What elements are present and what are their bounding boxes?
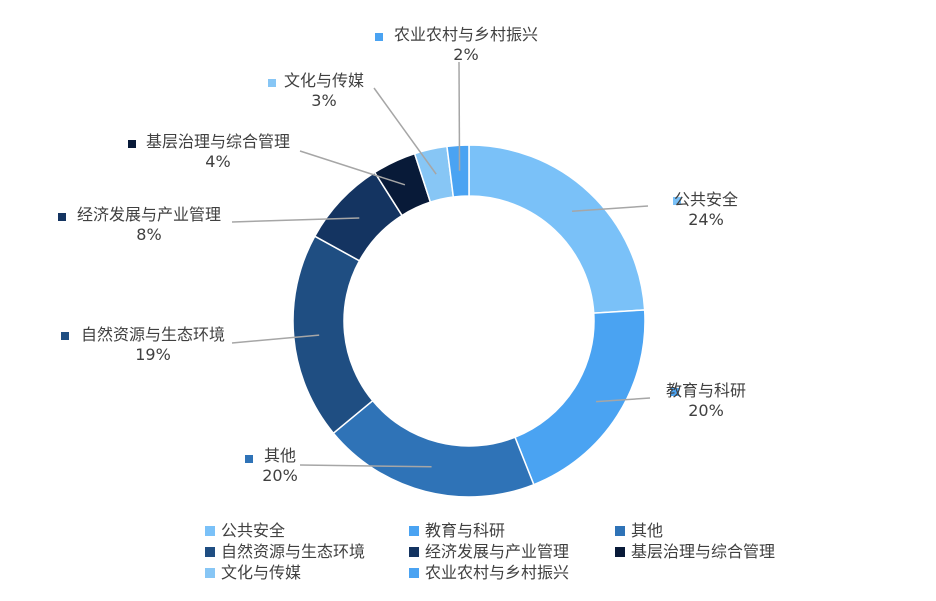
leader-lines xyxy=(231,61,651,468)
legend-swatch xyxy=(409,568,419,578)
leader-line-4 xyxy=(231,334,320,344)
leader-line-8 xyxy=(458,61,461,171)
label-swatch-2 xyxy=(671,388,679,396)
slice-1 xyxy=(468,144,646,314)
legend-item-8: 农业农村与乡村振兴 xyxy=(409,563,615,583)
data-label-value-3: 20% xyxy=(262,466,298,485)
leader-line-7 xyxy=(373,87,437,175)
label-swatch-8 xyxy=(375,33,383,41)
label-swatch-4 xyxy=(61,332,69,340)
data-label-value-1: 24% xyxy=(688,210,724,229)
legend-item-5: 经济发展与产业管理 xyxy=(409,542,615,562)
label-swatch-5 xyxy=(58,213,66,221)
legend-label: 基层治理与综合管理 xyxy=(631,542,776,561)
data-label-value-2: 20% xyxy=(688,401,724,420)
data-label-category-4: 自然资源与生态环境 xyxy=(81,325,225,344)
data-label-category-8: 农业农村与乡村振兴 xyxy=(394,25,538,44)
slice-8 xyxy=(446,144,470,198)
data-label-category-1: 公共安全 xyxy=(674,190,738,209)
label-swatch-1 xyxy=(673,197,681,205)
legend-label: 公共安全 xyxy=(221,521,286,540)
legend-label: 教育与科研 xyxy=(425,521,506,540)
legend-label: 自然资源与生态环境 xyxy=(221,542,366,561)
data-label-category-2: 教育与科研 xyxy=(666,381,746,400)
legend-label: 文化与传媒 xyxy=(221,563,302,582)
leader-line-5 xyxy=(231,217,360,223)
legend-item-4: 自然资源与生态环境 xyxy=(205,542,409,562)
legend-swatch xyxy=(615,526,625,536)
leader-line-6 xyxy=(299,150,406,186)
legend-item-3: 其他 xyxy=(615,521,835,541)
data-label-value-4: 19% xyxy=(135,345,171,364)
leader-line-2 xyxy=(596,397,651,403)
leader-line-1 xyxy=(571,205,649,213)
slice-2 xyxy=(514,309,646,486)
data-label-value-5: 8% xyxy=(136,225,161,244)
legend: 公共安全 教育与科研 其他自然资源与生态环境 经济发展与产业管理 基层治理与综合管理文化… xyxy=(205,521,845,583)
data-label-category-7: 文化与传媒 xyxy=(284,71,364,90)
legend-label: 农业农村与乡村振兴 xyxy=(425,563,570,582)
data-label-value-8: 2% xyxy=(453,45,478,64)
label-swatch-7 xyxy=(268,79,276,87)
legend-item-1: 公共安全 xyxy=(205,521,409,541)
slice-3 xyxy=(332,399,535,498)
data-label-value-7: 3% xyxy=(311,91,336,110)
data-label-category-6: 基层治理与综合管理 xyxy=(146,132,290,151)
data-label-category-3: 其他 xyxy=(264,446,296,465)
slice-4 xyxy=(292,235,374,435)
legend-swatch xyxy=(409,526,419,536)
legend-swatch xyxy=(409,547,419,557)
donut-slices xyxy=(292,144,646,498)
label-swatch-3 xyxy=(245,455,253,463)
data-label-category-5: 经济发展与产业管理 xyxy=(77,205,221,224)
legend-swatch xyxy=(205,568,215,578)
legend-label: 经济发展与产业管理 xyxy=(425,542,570,561)
legend-swatch xyxy=(205,526,215,536)
legend-item-2: 教育与科研 xyxy=(409,521,615,541)
data-labels: 公共安全24%教育与科研20%其他20%自然资源与生态环境19%经济发展与产业管… xyxy=(58,25,746,485)
legend-item-7: 文化与传媒 xyxy=(205,563,409,583)
leader-line-3 xyxy=(299,464,432,468)
legend-label: 其他 xyxy=(631,521,664,540)
legend-swatch xyxy=(615,547,625,557)
legend-item-6: 基层治理与综合管理 xyxy=(615,542,835,562)
data-label-value-6: 4% xyxy=(205,152,230,171)
legend-swatch xyxy=(205,547,215,557)
label-swatch-6 xyxy=(128,140,136,148)
